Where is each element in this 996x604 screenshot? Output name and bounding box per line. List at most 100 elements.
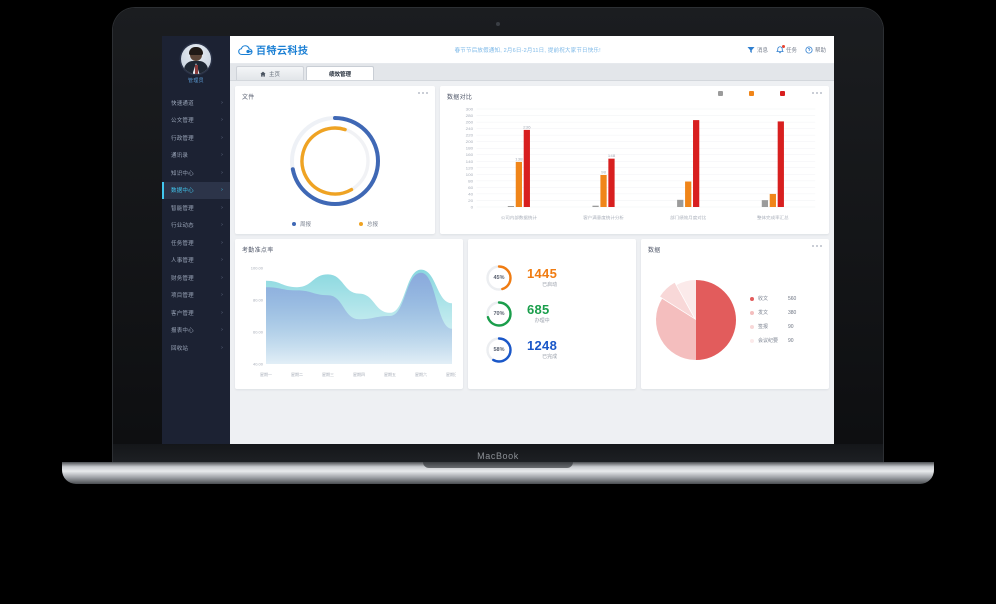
chevron-right-icon: › — [221, 169, 223, 176]
legend-color-dot — [359, 222, 363, 226]
top-action[interactable]: 任务 — [776, 44, 797, 54]
dashboard-row-1: 文件 — [235, 86, 829, 234]
top-action-label: 任务 — [785, 47, 797, 54]
progress-ring: 45% — [485, 264, 513, 292]
sidebar-item-label: 任务管理 — [171, 240, 194, 247]
sidebar-item-4[interactable]: 知识中心 › — [162, 164, 230, 182]
brand-logo[interactable]: 百特云科技 — [238, 42, 309, 57]
svg-text:整体完成率汇总: 整体完成率汇总 — [757, 214, 789, 221]
area-chart-body: 40.00 60.00 80.00 100.00 星期一 星期二 星期三 星期四 星期五 星期六 星… — [242, 260, 458, 387]
chevron-right-icon: › — [221, 292, 223, 299]
attendance-area-chart: 40.00 60.00 80.00 100.00 星期一 星期二 星期三 星期四 星期五 星期六 星… — [251, 266, 458, 378]
bars-legend-swatch — [718, 91, 723, 96]
sidebar-item-label: 客户管理 — [171, 310, 194, 317]
more-options-icon[interactable] — [812, 245, 822, 247]
svg-text:280: 280 — [466, 113, 474, 118]
more-options-icon[interactable] — [812, 92, 822, 94]
tab-label: 主页 — [268, 71, 280, 78]
sidebar-item-13[interactable]: 报表中心 › — [162, 322, 230, 340]
legend-label: 发文 — [758, 310, 769, 316]
sidebar-item-1[interactable]: 公文管理 › — [162, 112, 230, 130]
sidebar-item-label: 通讯录 — [171, 153, 189, 160]
chevron-right-icon: › — [221, 222, 223, 229]
stat-texts: 1445 已启动 — [527, 266, 558, 289]
legend-item: 周报 — [291, 220, 311, 228]
sidebar-item-8[interactable]: 任务管理 › — [162, 234, 230, 252]
sidebar-item-12[interactable]: 客户管理 › — [162, 304, 230, 322]
stat-caption: 已启动 — [542, 282, 558, 289]
sidebar-item-0[interactable]: 快速通道 › — [162, 94, 230, 112]
svg-text:星期四: 星期四 — [353, 371, 365, 377]
pie-legend-item: 收文 560 — [750, 295, 796, 302]
legend-label: 会议纪要 — [758, 338, 779, 344]
profile-block[interactable]: 管理员 — [162, 36, 230, 91]
dashboard-row-2: 考勤准点率 40.00 60.00 80.00 100.00 星期一 星期二 星期三 星期四 星… — [235, 239, 829, 389]
card-stats: 45% 1445 已启动 70% 685 办理中 58% 1248 已完成 — [468, 239, 636, 389]
svg-text:星期日: 星期日 — [446, 371, 456, 377]
legend-color-dot — [291, 222, 296, 226]
sidebar-item-6[interactable]: 智能管理 › — [162, 199, 230, 217]
help-icon — [805, 45, 813, 54]
tab-1[interactable]: 绩效管理 — [306, 66, 374, 80]
avatar[interactable] — [181, 44, 211, 74]
pie-wrap: 收文 560 发文 380 签报 90 会议纪要 90 — [648, 256, 822, 383]
stat-number: 685 — [527, 302, 550, 318]
profile-name: 管理员 — [188, 78, 204, 84]
legend-color-dot — [750, 310, 754, 315]
svg-text:236: 236 — [523, 125, 531, 130]
cloud-icon — [238, 44, 253, 56]
chevron-right-icon: › — [221, 99, 223, 106]
tab-0[interactable]: 主页 — [236, 66, 304, 80]
top-actions: 消息 任务 帮助 — [747, 44, 826, 54]
files-donut-chart — [290, 115, 380, 206]
laptop-screen: 管理员 快速通道 › 公文管理 › 行政管理 › 通讯录 › 知识中心 › 数据中心 › 智能管理 › 行业… — [162, 36, 834, 448]
webcam-icon — [496, 22, 500, 26]
card-bars: 数据对比 0 20 40 60 80 100 120 140 160 180 200 220 240 26… — [440, 86, 829, 234]
legend-label: 签报 — [758, 324, 769, 330]
svg-text:60.00: 60.00 — [253, 330, 264, 335]
legend-value: 560 — [788, 295, 797, 302]
sidebar-item-14[interactable]: 回收站 › — [162, 339, 230, 357]
legend-value: 90 — [788, 323, 794, 330]
sidebar-item-label: 行政管理 — [171, 135, 194, 142]
svg-text:80: 80 — [468, 179, 474, 184]
svg-text:40: 40 — [468, 192, 474, 197]
sidebar-item-label: 公文管理 — [171, 118, 194, 125]
svg-text:98: 98 — [601, 170, 607, 175]
svg-text:部门绩效月度对比: 部门绩效月度对比 — [670, 214, 707, 221]
notice-banner: 春节节后放假通知, 2月6日-2月11日, 提前祝大家节日快乐! — [454, 47, 601, 54]
svg-text:星期三: 星期三 — [322, 371, 334, 377]
svg-text:220: 220 — [466, 133, 474, 138]
sidebar-item-5[interactable]: 数据中心 › — [162, 181, 230, 199]
sidebar-item-label: 财务管理 — [171, 275, 194, 282]
more-options-icon[interactable] — [418, 92, 428, 94]
top-action[interactable]: 消息 — [747, 46, 768, 54]
home-icon — [260, 71, 266, 77]
sidebar-item-label: 快速通道 — [171, 100, 194, 107]
chevron-right-icon: › — [221, 117, 223, 124]
svg-text:180: 180 — [466, 146, 474, 151]
top-action-label: 帮助 — [814, 47, 826, 54]
sidebar-item-10[interactable]: 财务管理 › — [162, 269, 230, 287]
stat-row-2: 58% 1248 已完成 — [475, 332, 629, 368]
sidebar-item-11[interactable]: 项目管理 › — [162, 287, 230, 305]
chevron-right-icon: › — [221, 204, 223, 211]
top-action[interactable]: 帮助 — [805, 45, 826, 54]
svg-text:星期五: 星期五 — [384, 371, 396, 377]
ring-percent-label: 70% — [493, 311, 505, 317]
sidebar-item-7[interactable]: 行业动态 › — [162, 217, 230, 235]
sidebar-item-9[interactable]: 人事管理 › — [162, 252, 230, 270]
sidebar-item-label: 智能管理 — [171, 205, 194, 212]
pie-legend: 收文 560 发文 380 签报 90 会议纪要 90 — [750, 295, 796, 344]
svg-text:240: 240 — [466, 126, 474, 131]
ring-percent-label: 58% — [493, 347, 505, 353]
bars-legend — [718, 91, 785, 96]
stat-caption: 已完成 — [542, 354, 558, 361]
sidebar-item-2[interactable]: 行政管理 › — [162, 129, 230, 147]
ring-percent-label: 45% — [493, 275, 505, 281]
sidebar-item-3[interactable]: 通讯录 › — [162, 147, 230, 165]
legend-color-dot — [750, 338, 754, 343]
svg-text:0: 0 — [471, 205, 474, 210]
